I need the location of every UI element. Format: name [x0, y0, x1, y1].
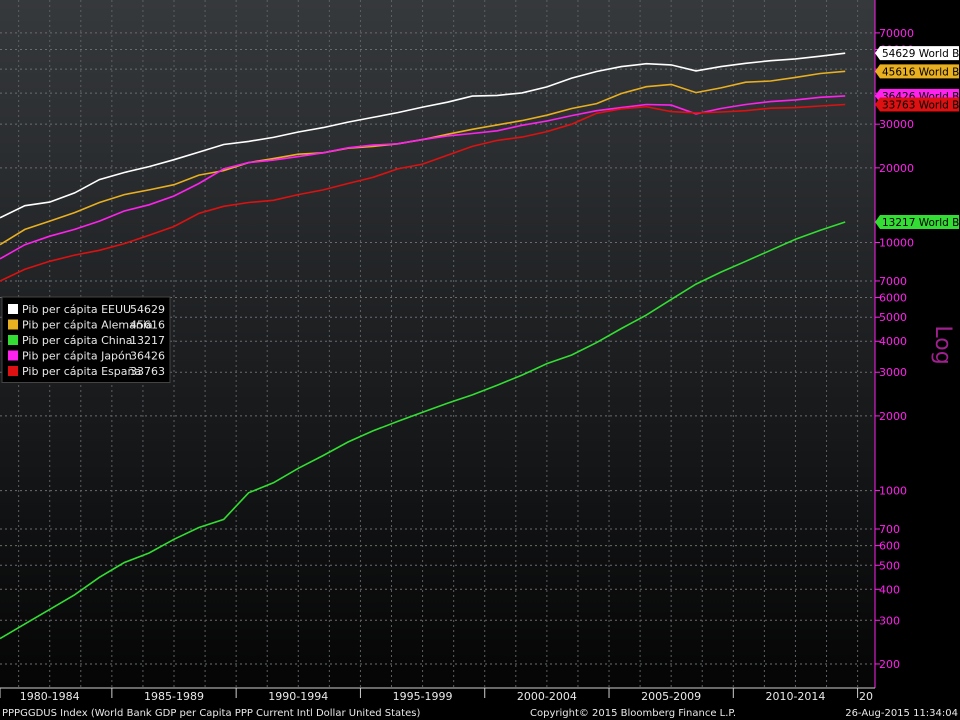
- y-tick-label: 600: [879, 540, 900, 553]
- y-tick-label: 700: [879, 523, 900, 536]
- legend-name: Pib per cápita España: [22, 365, 141, 378]
- legend-value: 33763: [130, 365, 165, 378]
- value-tag-4: 33763 World Ban: [875, 97, 960, 112]
- value-tags: 54629 World Ban 45616 World Ban 13217 Worl…: [875, 46, 960, 229]
- y-tick-label: 70000: [879, 27, 914, 40]
- y-tick-label: 5000: [879, 311, 907, 324]
- x-tick-label: 1995-1999: [393, 690, 453, 703]
- series-line-2: [0, 221, 846, 640]
- value-tag-1: 45616 World Ban: [875, 64, 960, 79]
- x-tick-label: 1985-1989: [144, 690, 204, 703]
- y-tick-label: 3000: [879, 366, 907, 379]
- value-tag-label: 33763 World Ban: [882, 100, 960, 112]
- legend-name: Pib per cápita China: [22, 334, 133, 347]
- y-tick-label: 4000: [879, 335, 907, 348]
- legend-value: 54629: [130, 303, 165, 316]
- value-tag-bg: [875, 97, 959, 112]
- legend-name: Pib per cápita Alemania: [22, 319, 153, 332]
- y-tick-label: 200: [879, 658, 900, 671]
- x-tick-label: 2010-2014: [765, 690, 825, 703]
- value-tag-label: 45616 World Ban: [882, 66, 960, 78]
- value-tag-2: 13217 World Ban: [875, 214, 960, 229]
- legend-swatch: [8, 366, 18, 376]
- series-line-0: [0, 52, 846, 219]
- footer-right: 26-Aug-2015 11:34:04: [845, 708, 958, 719]
- y-scale-label: Log: [930, 325, 955, 364]
- y-tick-label: 300: [879, 614, 900, 627]
- value-tag-bg: [875, 64, 959, 79]
- footer-left: PPPGGDUS Index (World Bank GDP per Capit…: [2, 708, 420, 719]
- value-tag-bg: [875, 46, 959, 61]
- value-tag-bg: [875, 214, 959, 229]
- y-tick-label: 7000: [879, 275, 907, 288]
- y-tick-label: 1000: [879, 485, 907, 498]
- y-tick-label: 400: [879, 583, 900, 596]
- series: [0, 52, 846, 640]
- x-tick-label: 2000-2004: [517, 690, 577, 703]
- footer-center: Copyright© 2015 Bloomberg Finance L.P.: [530, 708, 736, 719]
- legend-value: 36426: [130, 350, 165, 363]
- y-tick-label: 20000: [879, 162, 914, 175]
- legend-box: [1, 296, 171, 383]
- value-tag-label: 54629 World Ban: [882, 48, 960, 60]
- y-tick-label: 500: [879, 559, 900, 572]
- x-tick-label: 1990-1994: [268, 690, 328, 703]
- y-tick-label: 10000: [879, 237, 914, 250]
- legend-swatch: [8, 335, 18, 345]
- value-tag-0: 54629 World Ban: [875, 46, 960, 61]
- y-axis-ticks: 200 300 400 500 600 700 1000 2000 3000 4000 5000 60…: [875, 27, 914, 671]
- legend-value: 45616: [130, 319, 165, 332]
- x-tick-label: 20: [859, 690, 873, 703]
- x-tick-label: 1980-1984: [20, 690, 80, 703]
- legend-swatch: [8, 304, 18, 314]
- x-axis-ticks: 1980-1984 1985-1989 1990-1994 1995-1999 2000…: [0, 688, 873, 703]
- footer-bar: [0, 704, 960, 720]
- y-tick-label: 2000: [879, 410, 907, 423]
- legend-value: 13217: [130, 334, 165, 347]
- y-tick-label: 30000: [879, 118, 914, 131]
- legend-name: Pib per cápita Japón: [22, 350, 132, 363]
- x-tick-label: 2005-2009: [641, 690, 701, 703]
- legend-name: Pib per cápita EEUU: [22, 303, 131, 316]
- value-tag-label: 13217 World Ban: [882, 217, 960, 229]
- legend-swatch: [8, 350, 18, 361]
- series-line-4: [0, 103, 846, 282]
- legend-swatch: [8, 319, 18, 330]
- y-tick-label: 6000: [879, 292, 907, 305]
